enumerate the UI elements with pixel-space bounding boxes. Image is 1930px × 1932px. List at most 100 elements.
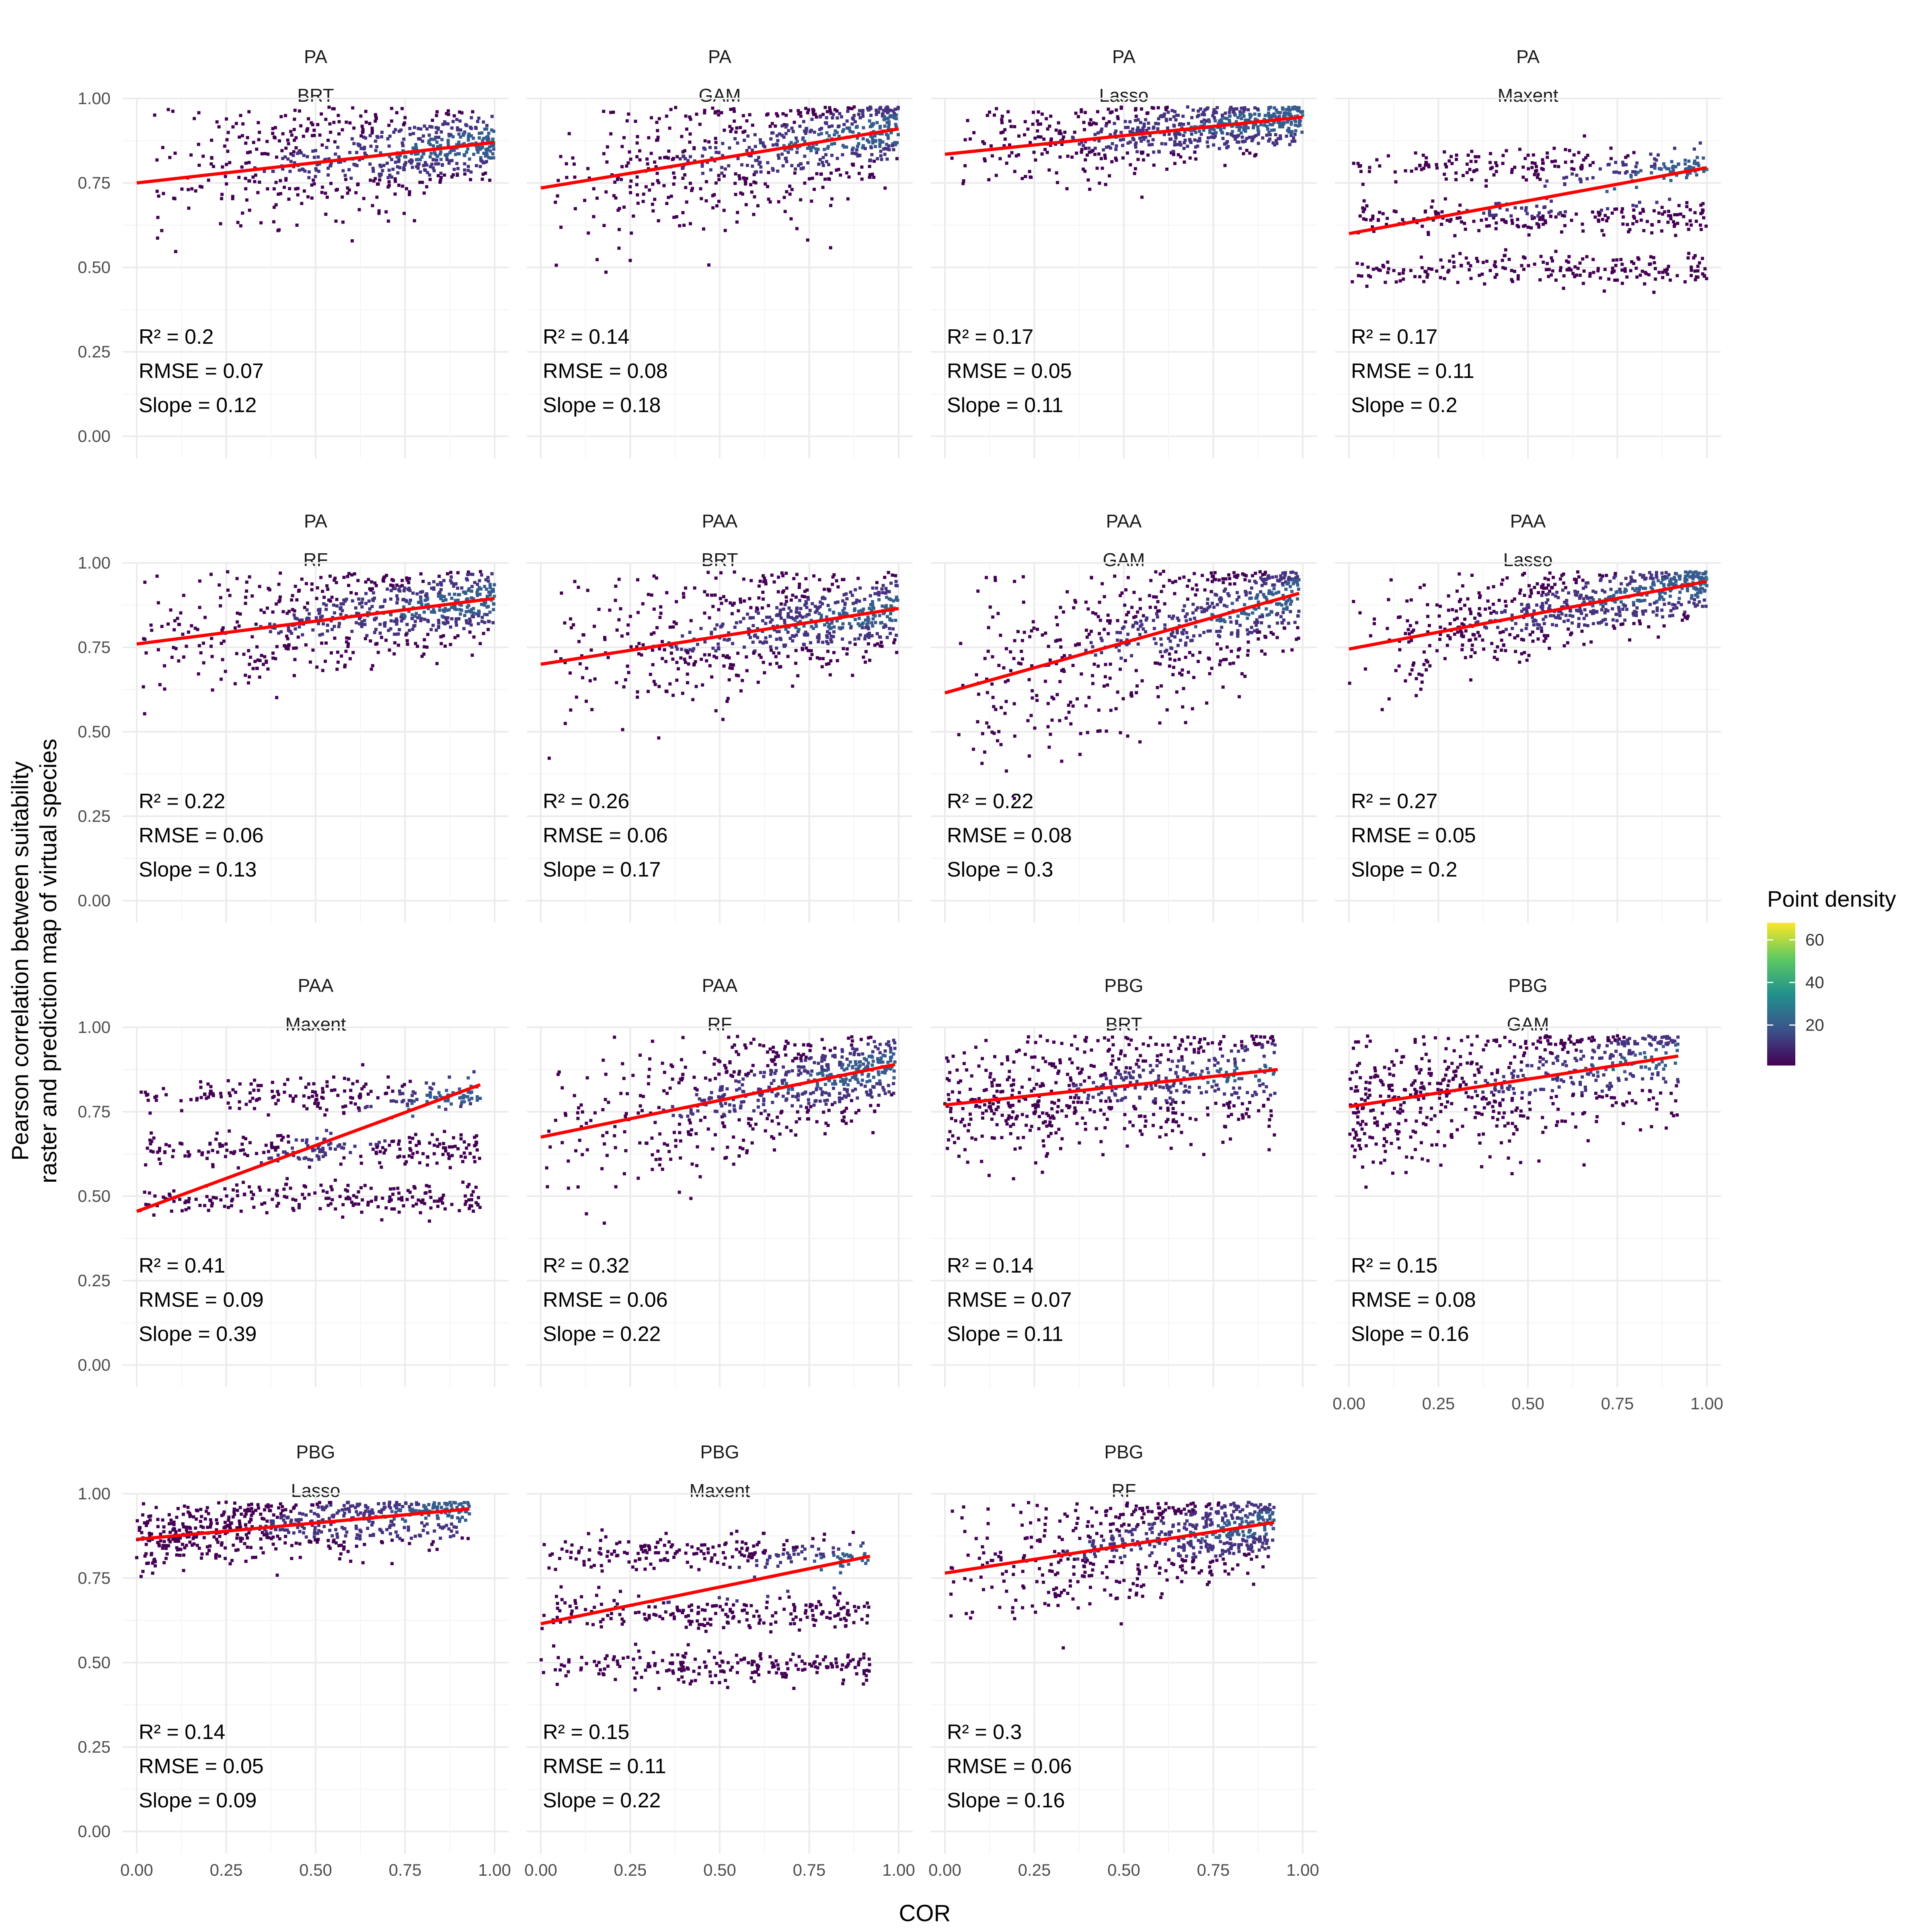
density-point <box>1564 210 1567 214</box>
density-point <box>1026 719 1029 722</box>
density-point <box>1503 610 1507 613</box>
density-point <box>1635 186 1638 189</box>
density-point <box>728 146 731 150</box>
density-point <box>468 158 471 161</box>
density-point <box>447 139 450 142</box>
density-point <box>295 598 298 602</box>
density-point <box>647 593 650 596</box>
density-point <box>1136 610 1139 614</box>
density-point <box>293 609 296 612</box>
density-point <box>1093 663 1096 666</box>
density-point <box>1493 173 1496 177</box>
density-point <box>1093 153 1096 156</box>
density-point <box>1130 654 1133 657</box>
density-point <box>431 138 434 141</box>
density-point <box>673 620 676 624</box>
density-point <box>329 164 332 167</box>
density-point <box>1114 148 1117 151</box>
density-point <box>1638 201 1641 204</box>
density-point <box>219 604 222 608</box>
density-point <box>1679 213 1682 216</box>
density-point <box>172 628 176 631</box>
density-point <box>1111 142 1114 145</box>
density-point <box>320 144 324 147</box>
density-point <box>1215 643 1219 646</box>
density-point <box>821 156 825 159</box>
density-point <box>996 612 1000 615</box>
density-point <box>1100 157 1103 160</box>
density-point <box>453 168 456 171</box>
density-point <box>784 210 787 213</box>
density-point <box>156 216 160 219</box>
density-point <box>435 110 439 113</box>
density-point <box>324 604 328 607</box>
density-point <box>1195 588 1199 591</box>
density-point <box>1024 175 1027 178</box>
density-point <box>1487 586 1490 589</box>
density-point <box>408 127 411 130</box>
density-point <box>1235 107 1238 111</box>
density-point <box>450 159 454 162</box>
density-point <box>310 197 314 200</box>
density-point <box>1225 146 1228 149</box>
density-point <box>764 640 767 643</box>
density-point <box>351 137 354 140</box>
density-point <box>1230 631 1234 634</box>
density-point <box>725 655 728 659</box>
density-point <box>288 187 291 190</box>
density-point <box>842 647 845 650</box>
density-point <box>626 632 629 635</box>
density-point <box>653 680 656 683</box>
density-point <box>1624 577 1628 580</box>
density-point <box>1251 574 1254 577</box>
density-point <box>1094 653 1097 657</box>
density-point <box>717 174 721 177</box>
density-point <box>378 623 382 626</box>
density-point <box>675 679 678 682</box>
density-point <box>419 158 422 161</box>
density-point <box>1423 663 1426 666</box>
density-point <box>1531 630 1534 634</box>
density-point <box>1559 211 1562 214</box>
density-point <box>489 156 493 160</box>
density-point <box>810 199 813 203</box>
density-point <box>817 640 820 643</box>
density-point <box>402 123 405 126</box>
density-point <box>318 633 321 636</box>
density-point <box>806 633 809 636</box>
density-point <box>400 107 404 110</box>
density-point <box>263 611 266 614</box>
density-point <box>1013 702 1016 705</box>
density-point <box>330 651 333 655</box>
density-point <box>895 117 898 120</box>
density-point <box>255 645 259 649</box>
density-point <box>888 590 891 593</box>
density-point <box>347 637 351 640</box>
density-point <box>838 612 841 615</box>
density-point <box>1079 732 1082 735</box>
density-point <box>441 608 445 612</box>
density-point <box>1294 621 1297 624</box>
density-point <box>626 665 629 668</box>
density-point <box>850 152 854 155</box>
density-point <box>836 157 839 160</box>
density-point <box>1448 159 1451 162</box>
density-point <box>429 155 432 158</box>
density-point <box>440 138 443 141</box>
density-point <box>1520 207 1523 210</box>
density-point <box>1245 149 1248 152</box>
density-point <box>828 106 831 109</box>
density-point <box>364 136 367 140</box>
density-point <box>638 149 641 152</box>
density-point <box>1195 583 1198 587</box>
density-point <box>1278 122 1281 125</box>
density-point <box>370 667 373 671</box>
density-point <box>858 617 861 620</box>
density-point <box>476 151 480 154</box>
density-point <box>1222 686 1225 689</box>
density-point <box>238 624 241 628</box>
density-point <box>1192 634 1195 638</box>
density-point <box>1563 182 1566 185</box>
density-point <box>1384 281 1387 284</box>
density-point <box>300 202 303 205</box>
